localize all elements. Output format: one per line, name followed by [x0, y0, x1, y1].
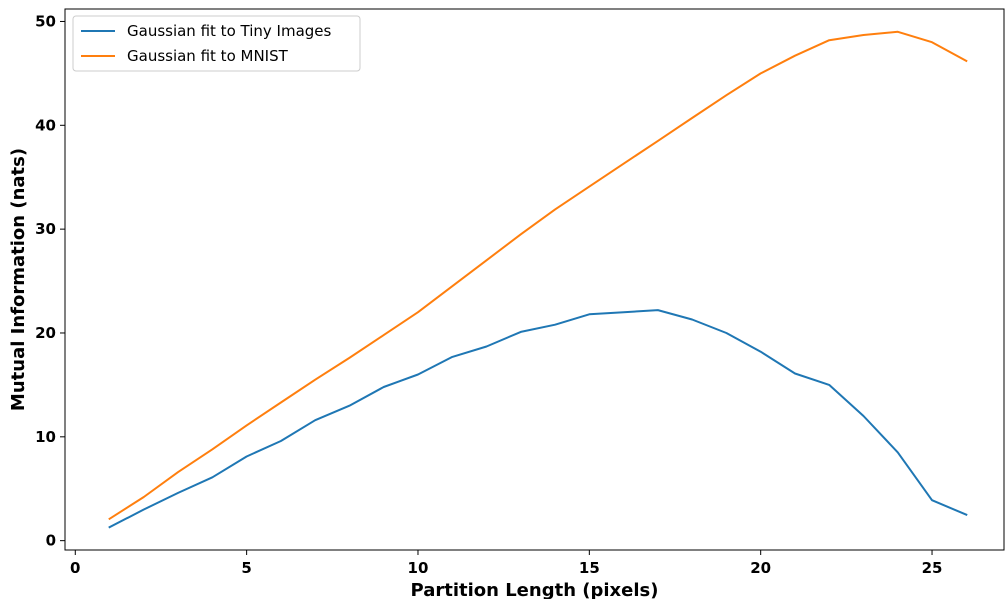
x-tick-label: 5: [241, 559, 251, 577]
y-tick-label: 20: [35, 324, 56, 342]
plot-series-group: [108, 30, 968, 529]
y-axis-label: Mutual Information (nats): [8, 148, 29, 411]
legend-label-tiny-images: Gaussian fit to Tiny Images: [127, 22, 332, 40]
x-axis: 0 5 10 15 20 25: [70, 550, 942, 577]
legend-box: [72, 15, 361, 72]
y-axis: 0 10 20 30 40 50: [35, 12, 65, 550]
series-line-tiny-images: [108, 309, 968, 529]
x-tick-label: 20: [750, 559, 771, 577]
y-tick-label: 10: [35, 428, 56, 446]
series-line-mnist: [108, 30, 968, 521]
x-tick-label: 15: [579, 559, 600, 577]
legend: Gaussian fit to Tiny Images Gaussian fit…: [72, 15, 361, 72]
y-tick-label: 40: [35, 116, 56, 134]
x-tick-label: 10: [408, 559, 429, 577]
y-tick-label: 0: [46, 532, 56, 550]
legend-label-mnist: Gaussian fit to MNIST: [127, 47, 289, 65]
x-axis-label: Partition Length (pixels): [410, 580, 658, 599]
y-tick-label: 30: [35, 220, 56, 238]
plot-area-frame: [64, 8, 1005, 551]
x-tick-label: 0: [70, 559, 80, 577]
y-tick-label: 50: [35, 12, 56, 30]
x-tick-label: 25: [922, 559, 943, 577]
